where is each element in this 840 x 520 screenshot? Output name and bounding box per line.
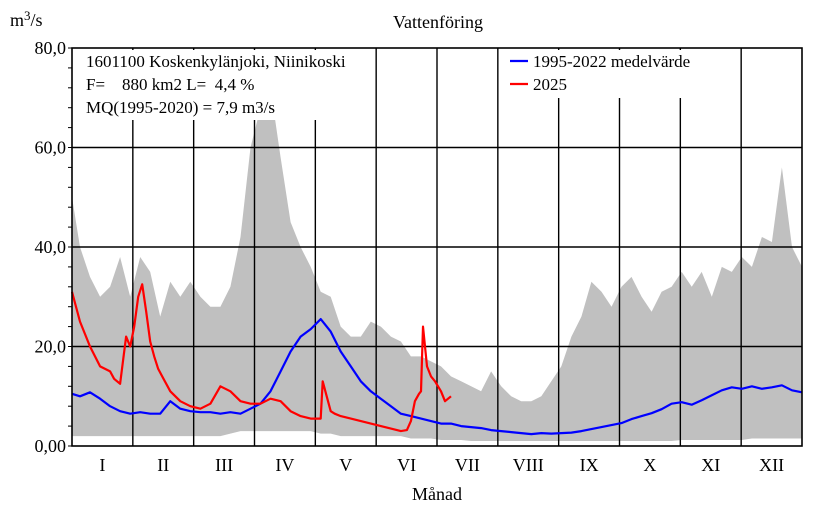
chart-title: Vattenföring <box>393 12 483 32</box>
legend-label-mean: 1995-2022 medelvärde <box>533 52 690 71</box>
month-labels: I II III IV V VI VII VIII IX X XI XII <box>99 455 784 475</box>
legend: 1995-2022 medelvärde 2025 <box>500 50 740 98</box>
y-tick-label: 80,0 <box>35 38 67 58</box>
month-label: I <box>99 455 105 475</box>
series-layer <box>70 283 803 436</box>
station-name: 1601100 Koskenkylänjoki, Niinikoski <box>86 52 346 71</box>
legend-label-2025: 2025 <box>533 75 567 94</box>
y-axis-unit: m3/s <box>10 8 43 30</box>
y-tick-labels: 0,00 20,0 40,0 60,0 80,0 <box>35 38 67 456</box>
station-mq: MQ(1995-2020) = 7,9 m3/s <box>86 98 275 117</box>
month-label: X <box>643 455 656 475</box>
month-label: XII <box>759 455 784 475</box>
month-label: VI <box>397 455 416 475</box>
month-label: VIII <box>513 455 544 475</box>
x-axis-label: Månad <box>412 484 462 504</box>
info-box-background <box>74 50 329 120</box>
month-label: IV <box>275 455 294 475</box>
y-tick-label: 0,00 <box>35 436 67 456</box>
y-tick-label: 40,0 <box>35 237 67 257</box>
month-label: XI <box>701 455 720 475</box>
month-label: III <box>215 455 233 475</box>
station-area: F= 880 km2 L= 4,4 % <box>86 75 254 94</box>
month-label: VII <box>455 455 480 475</box>
month-label: V <box>339 455 352 475</box>
month-label: IX <box>580 455 599 475</box>
series-line-2025 <box>70 283 452 433</box>
legend-background <box>500 50 740 98</box>
plot-frame <box>71 47 803 447</box>
y-tick-label: 60,0 <box>35 138 67 158</box>
month-label: II <box>157 455 169 475</box>
series-line-mean <box>71 318 803 436</box>
y-tick-label: 20,0 <box>35 337 67 357</box>
